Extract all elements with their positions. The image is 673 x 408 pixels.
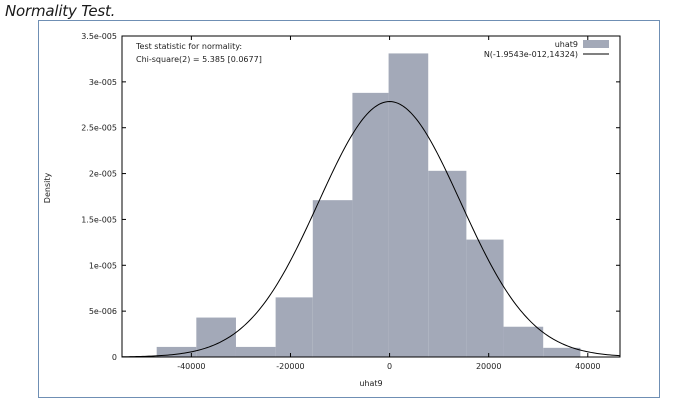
legend-histogram-swatch: [583, 40, 609, 48]
histogram-bar-10: [503, 326, 544, 357]
histogram-bar-9: [466, 239, 504, 357]
histogram-bar-8: [428, 170, 467, 357]
y-tick-label: 2e-005: [89, 170, 117, 179]
x-tick-label: 40000: [575, 362, 600, 371]
plot-area-border: [121, 35, 621, 358]
y-tick-label: 2.5e-005: [81, 124, 117, 133]
histogram-bar-2: [196, 317, 236, 357]
normality-annotation-line1: Test statistic for normality:: [135, 42, 242, 51]
y-tick-label: 1e-005: [89, 261, 117, 270]
histogram-bar-4: [275, 297, 313, 357]
histogram-bar-3: [235, 346, 276, 357]
y-axis-label: Density: [43, 173, 52, 204]
x-tick-label: -20000: [276, 362, 304, 371]
x-tick-label: 20000: [476, 362, 501, 371]
histogram-bars: [156, 53, 581, 357]
normal-density-curve: [121, 101, 621, 358]
chart-caption: Normality Test.: [5, 2, 116, 20]
x-axis-ticks: -40000 -20000 0 20000 40000: [177, 36, 601, 371]
legend-entry-normal-label: N(-1.9543e-012,14324): [484, 50, 578, 59]
histogram-bar-11: [543, 347, 581, 357]
x-tick-label: 0: [387, 362, 392, 371]
y-tick-label: 1.5e-005: [81, 215, 117, 224]
y-tick-label: 0: [112, 353, 117, 362]
x-tick-label: -40000: [177, 362, 205, 371]
x-axis-label: uhat9: [359, 379, 382, 388]
y-tick-label: 5e-006: [89, 307, 117, 316]
legend-entry-histogram-label: uhat9: [555, 40, 578, 49]
y-tick-label: 3e-005: [89, 78, 117, 87]
y-axis-ticks: 0 5e-006 1e-005 1.5e-005 2e-005 2.5e-005 3e-00…: [81, 32, 620, 362]
y-tick-label: 3.5e-005: [81, 32, 117, 41]
histogram-bar-1: [156, 346, 197, 357]
normality-annotation-line2: Chi-square(2) = 5.385 [0.0677]: [136, 55, 262, 64]
histogram-bar-7: [388, 53, 429, 357]
histogram-bar-6: [352, 92, 389, 357]
histogram-bar-5: [312, 200, 353, 357]
